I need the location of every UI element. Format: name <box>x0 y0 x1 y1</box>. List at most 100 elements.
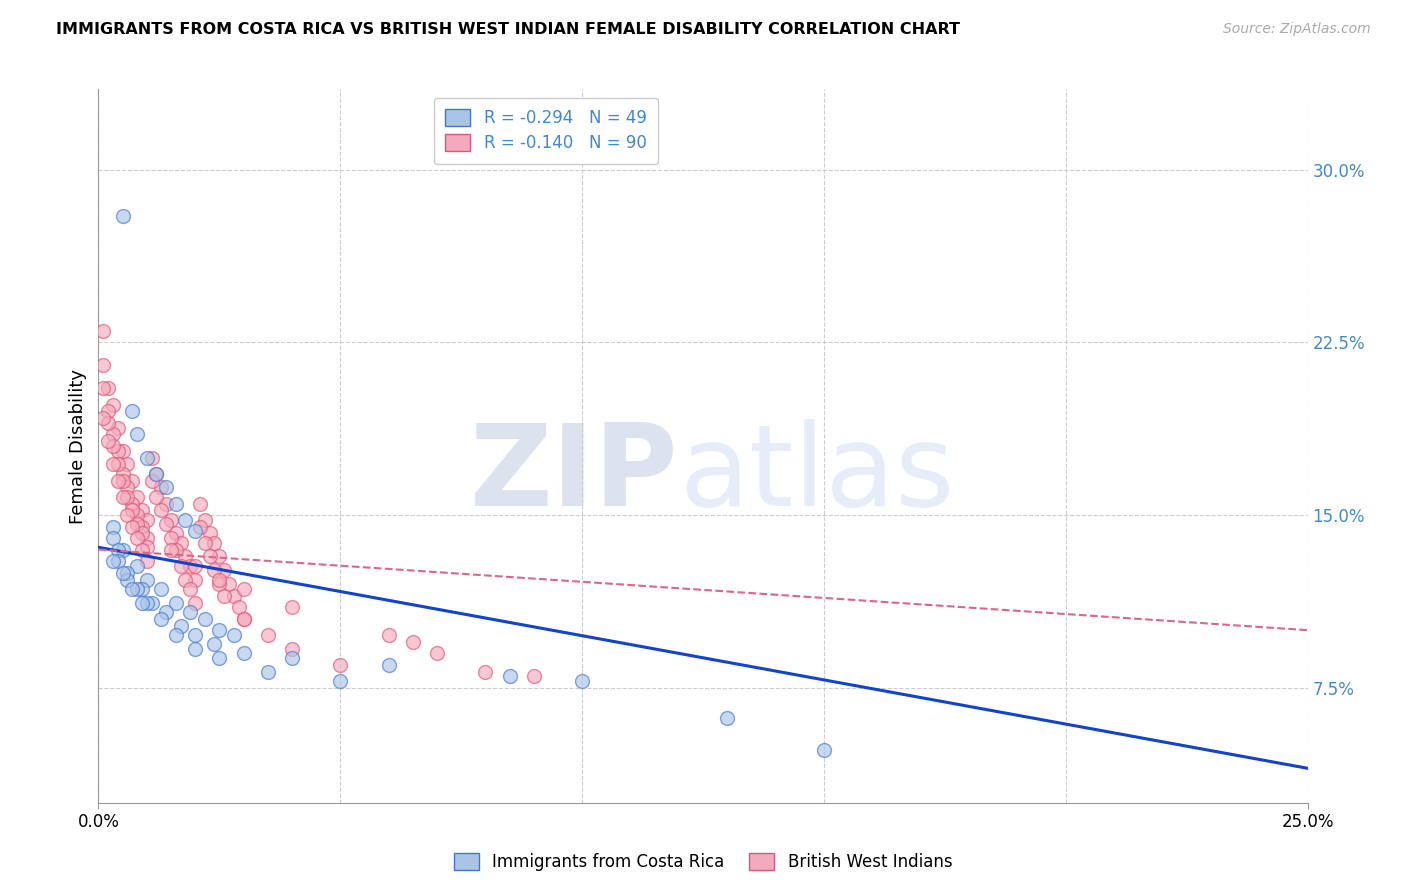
Point <box>131 542 153 557</box>
Point <box>141 474 163 488</box>
Point <box>111 566 134 580</box>
Point <box>184 558 207 573</box>
Point <box>165 628 187 642</box>
Point <box>135 513 157 527</box>
Point <box>212 563 235 577</box>
Point <box>135 554 157 568</box>
Point <box>127 582 149 596</box>
Point <box>256 628 278 642</box>
Point <box>329 657 352 672</box>
Point <box>111 467 134 481</box>
Point <box>179 582 201 596</box>
Point <box>121 582 143 596</box>
Legend: R = -0.294   N = 49, R = -0.140   N = 90: R = -0.294 N = 49, R = -0.140 N = 90 <box>433 97 658 164</box>
Point <box>329 673 352 688</box>
Point <box>165 497 187 511</box>
Point <box>188 497 211 511</box>
Point <box>97 404 120 418</box>
Point <box>160 531 183 545</box>
Point <box>131 519 153 533</box>
Point <box>107 542 129 557</box>
Point <box>174 573 197 587</box>
Point <box>135 595 157 609</box>
Point <box>165 526 187 541</box>
Point <box>131 526 153 541</box>
Point <box>426 646 449 660</box>
Text: IMMIGRANTS FROM COSTA RICA VS BRITISH WEST INDIAN FEMALE DISABILITY CORRELATION : IMMIGRANTS FROM COSTA RICA VS BRITISH WE… <box>56 22 960 37</box>
Point <box>813 743 835 757</box>
Point <box>117 566 139 580</box>
Point <box>204 637 226 651</box>
Point <box>222 628 245 642</box>
Point <box>150 503 173 517</box>
Point <box>232 582 254 596</box>
Point <box>117 573 139 587</box>
Point <box>281 650 304 665</box>
Point <box>174 513 197 527</box>
Point <box>198 526 221 541</box>
Text: Source: ZipAtlas.com: Source: ZipAtlas.com <box>1223 22 1371 37</box>
Point <box>111 209 134 223</box>
Point <box>101 439 124 453</box>
Point <box>135 573 157 587</box>
Point <box>121 503 143 517</box>
Point <box>135 531 157 545</box>
Point <box>121 519 143 533</box>
Point <box>101 427 124 442</box>
Point <box>101 554 124 568</box>
Point <box>184 628 207 642</box>
Point <box>91 411 114 425</box>
Point <box>91 381 114 395</box>
Point <box>135 541 157 555</box>
Point <box>117 458 139 472</box>
Point <box>150 612 173 626</box>
Point <box>101 531 124 545</box>
Point <box>97 434 120 449</box>
Point <box>184 524 207 538</box>
Point <box>232 646 254 660</box>
Point <box>194 612 217 626</box>
Point <box>107 443 129 458</box>
Point <box>281 641 304 656</box>
Point <box>402 634 425 648</box>
Point <box>155 517 177 532</box>
Point <box>127 531 149 545</box>
Point <box>377 628 399 642</box>
Point <box>208 577 231 591</box>
Point <box>91 324 114 338</box>
Point <box>145 490 167 504</box>
Point <box>135 450 157 465</box>
Point <box>141 450 163 465</box>
Point <box>141 595 163 609</box>
Point <box>212 589 235 603</box>
Point <box>474 665 496 679</box>
Point <box>184 573 207 587</box>
Y-axis label: Female Disability: Female Disability <box>69 368 87 524</box>
Point <box>111 474 134 488</box>
Point <box>194 535 217 549</box>
Point <box>571 673 593 688</box>
Point <box>97 416 120 430</box>
Point <box>121 497 143 511</box>
Point <box>160 542 183 557</box>
Point <box>111 542 134 557</box>
Point <box>208 623 231 637</box>
Point <box>377 657 399 672</box>
Point <box>179 605 201 619</box>
Point <box>150 582 173 596</box>
Point <box>107 474 129 488</box>
Point <box>117 508 139 522</box>
Point <box>165 595 187 609</box>
Point <box>117 490 139 504</box>
Point <box>208 549 231 564</box>
Point <box>155 497 177 511</box>
Point <box>101 398 124 412</box>
Point <box>194 513 217 527</box>
Point <box>127 490 149 504</box>
Point <box>101 519 124 533</box>
Point <box>107 554 129 568</box>
Point <box>184 641 207 656</box>
Text: ZIP: ZIP <box>471 419 679 530</box>
Point <box>145 467 167 481</box>
Point <box>498 669 520 683</box>
